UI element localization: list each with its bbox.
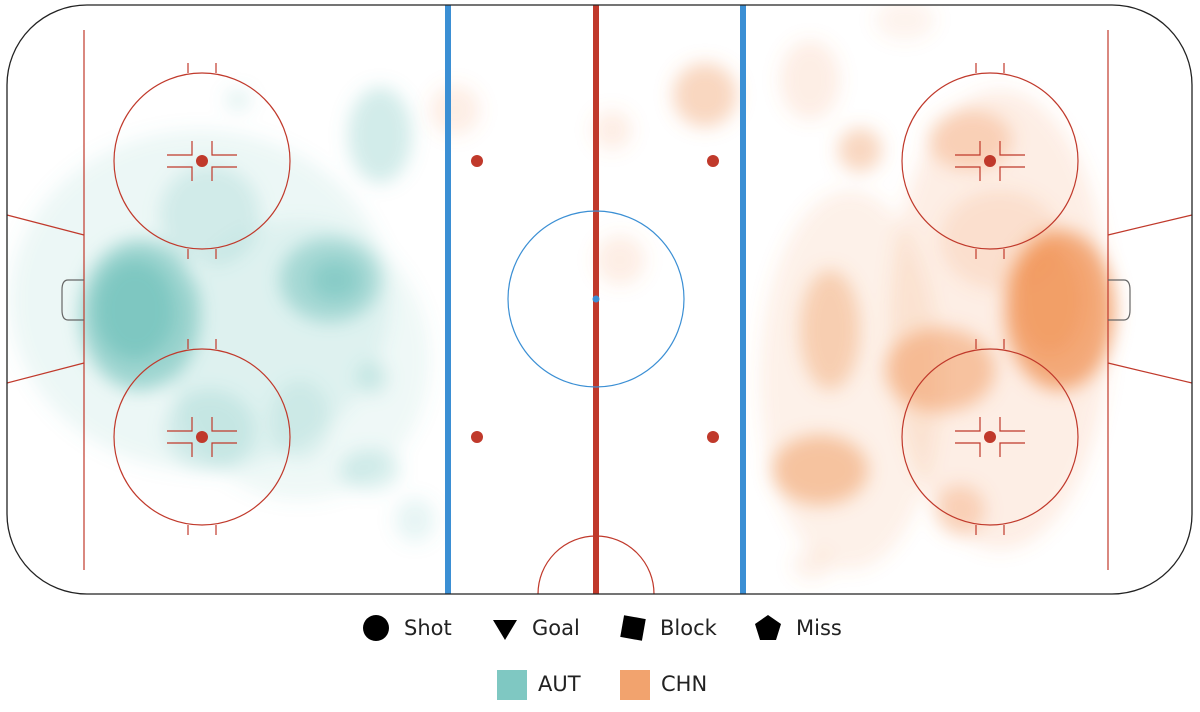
heat-blob (780, 40, 840, 120)
heat-blob (940, 190, 1060, 290)
faceoff-hash (999, 417, 1025, 432)
faceoff-hash (999, 166, 1025, 181)
faceoff-hash (955, 166, 981, 181)
heat-blob (165, 390, 255, 470)
faceoff-dot (196, 431, 208, 443)
faceoff-hash (211, 417, 237, 432)
heat-blob (928, 110, 1012, 170)
heat-blob (772, 435, 868, 505)
faceoff-hash (955, 417, 981, 432)
legend-swatch (620, 670, 650, 700)
faceoff-hash (999, 442, 1025, 457)
heat-blob (430, 85, 480, 135)
faceoff-circle (113, 348, 291, 526)
heat-blob (310, 260, 360, 300)
faceoff-hash (167, 417, 193, 432)
faceoff-hash (167, 141, 193, 156)
legend-label: Block (660, 616, 718, 640)
heat-blob (160, 165, 260, 265)
rink-markings (6, 5, 1193, 595)
miss-icon (755, 615, 781, 640)
heat-blob (890, 90, 1110, 550)
heat-blob (595, 235, 645, 285)
faceoff-hash (211, 166, 237, 181)
block-icon (620, 615, 646, 641)
faceoff-circle (901, 72, 1079, 250)
faceoff-hash (211, 442, 237, 457)
legend-label: Shot (404, 616, 452, 640)
faceoff-dot (984, 155, 996, 167)
heat-blob (340, 450, 400, 490)
heat-0 (10, 87, 435, 542)
faceoff-dot (196, 155, 208, 167)
faceoff-hash (999, 141, 1025, 156)
heat-blob (226, 90, 250, 110)
marker-legend: Shot Goal Block Miss (363, 615, 842, 641)
faceoff-hash (955, 141, 981, 156)
faceoff-hash (167, 166, 193, 181)
legend-label: Miss (796, 616, 842, 640)
faceoff-hash (211, 141, 237, 156)
faceoff-hash (955, 442, 981, 457)
heat-blob (348, 87, 412, 183)
faceoff-circle (113, 72, 291, 250)
heat-layer (10, 5, 1115, 580)
heat-blob (395, 498, 435, 542)
legend-swatch (497, 670, 527, 700)
legend-label: AUT (538, 672, 581, 696)
heat-1 (430, 5, 1115, 580)
heat-blob (270, 380, 330, 460)
heat-blob (935, 485, 985, 535)
rink-boards (6, 4, 1193, 595)
heat-blob (592, 110, 632, 150)
faceoff-circle (901, 348, 1079, 526)
heat-blob (792, 550, 832, 580)
heat-blob (95, 260, 175, 360)
heat-blob (673, 63, 737, 127)
legend-label: CHN (661, 672, 707, 696)
legend-label: Goal (532, 616, 580, 640)
goal-icon (493, 620, 517, 640)
heat-blob (875, 5, 935, 40)
heat-blob (838, 128, 882, 172)
team-legend: AUT CHN (497, 670, 707, 700)
heat-blob (800, 270, 860, 390)
faceoff-hash (167, 442, 193, 457)
heat-blob (357, 362, 387, 394)
heat-blob (885, 328, 995, 412)
faceoff-dot (984, 431, 996, 443)
shot-icon (363, 615, 389, 641)
